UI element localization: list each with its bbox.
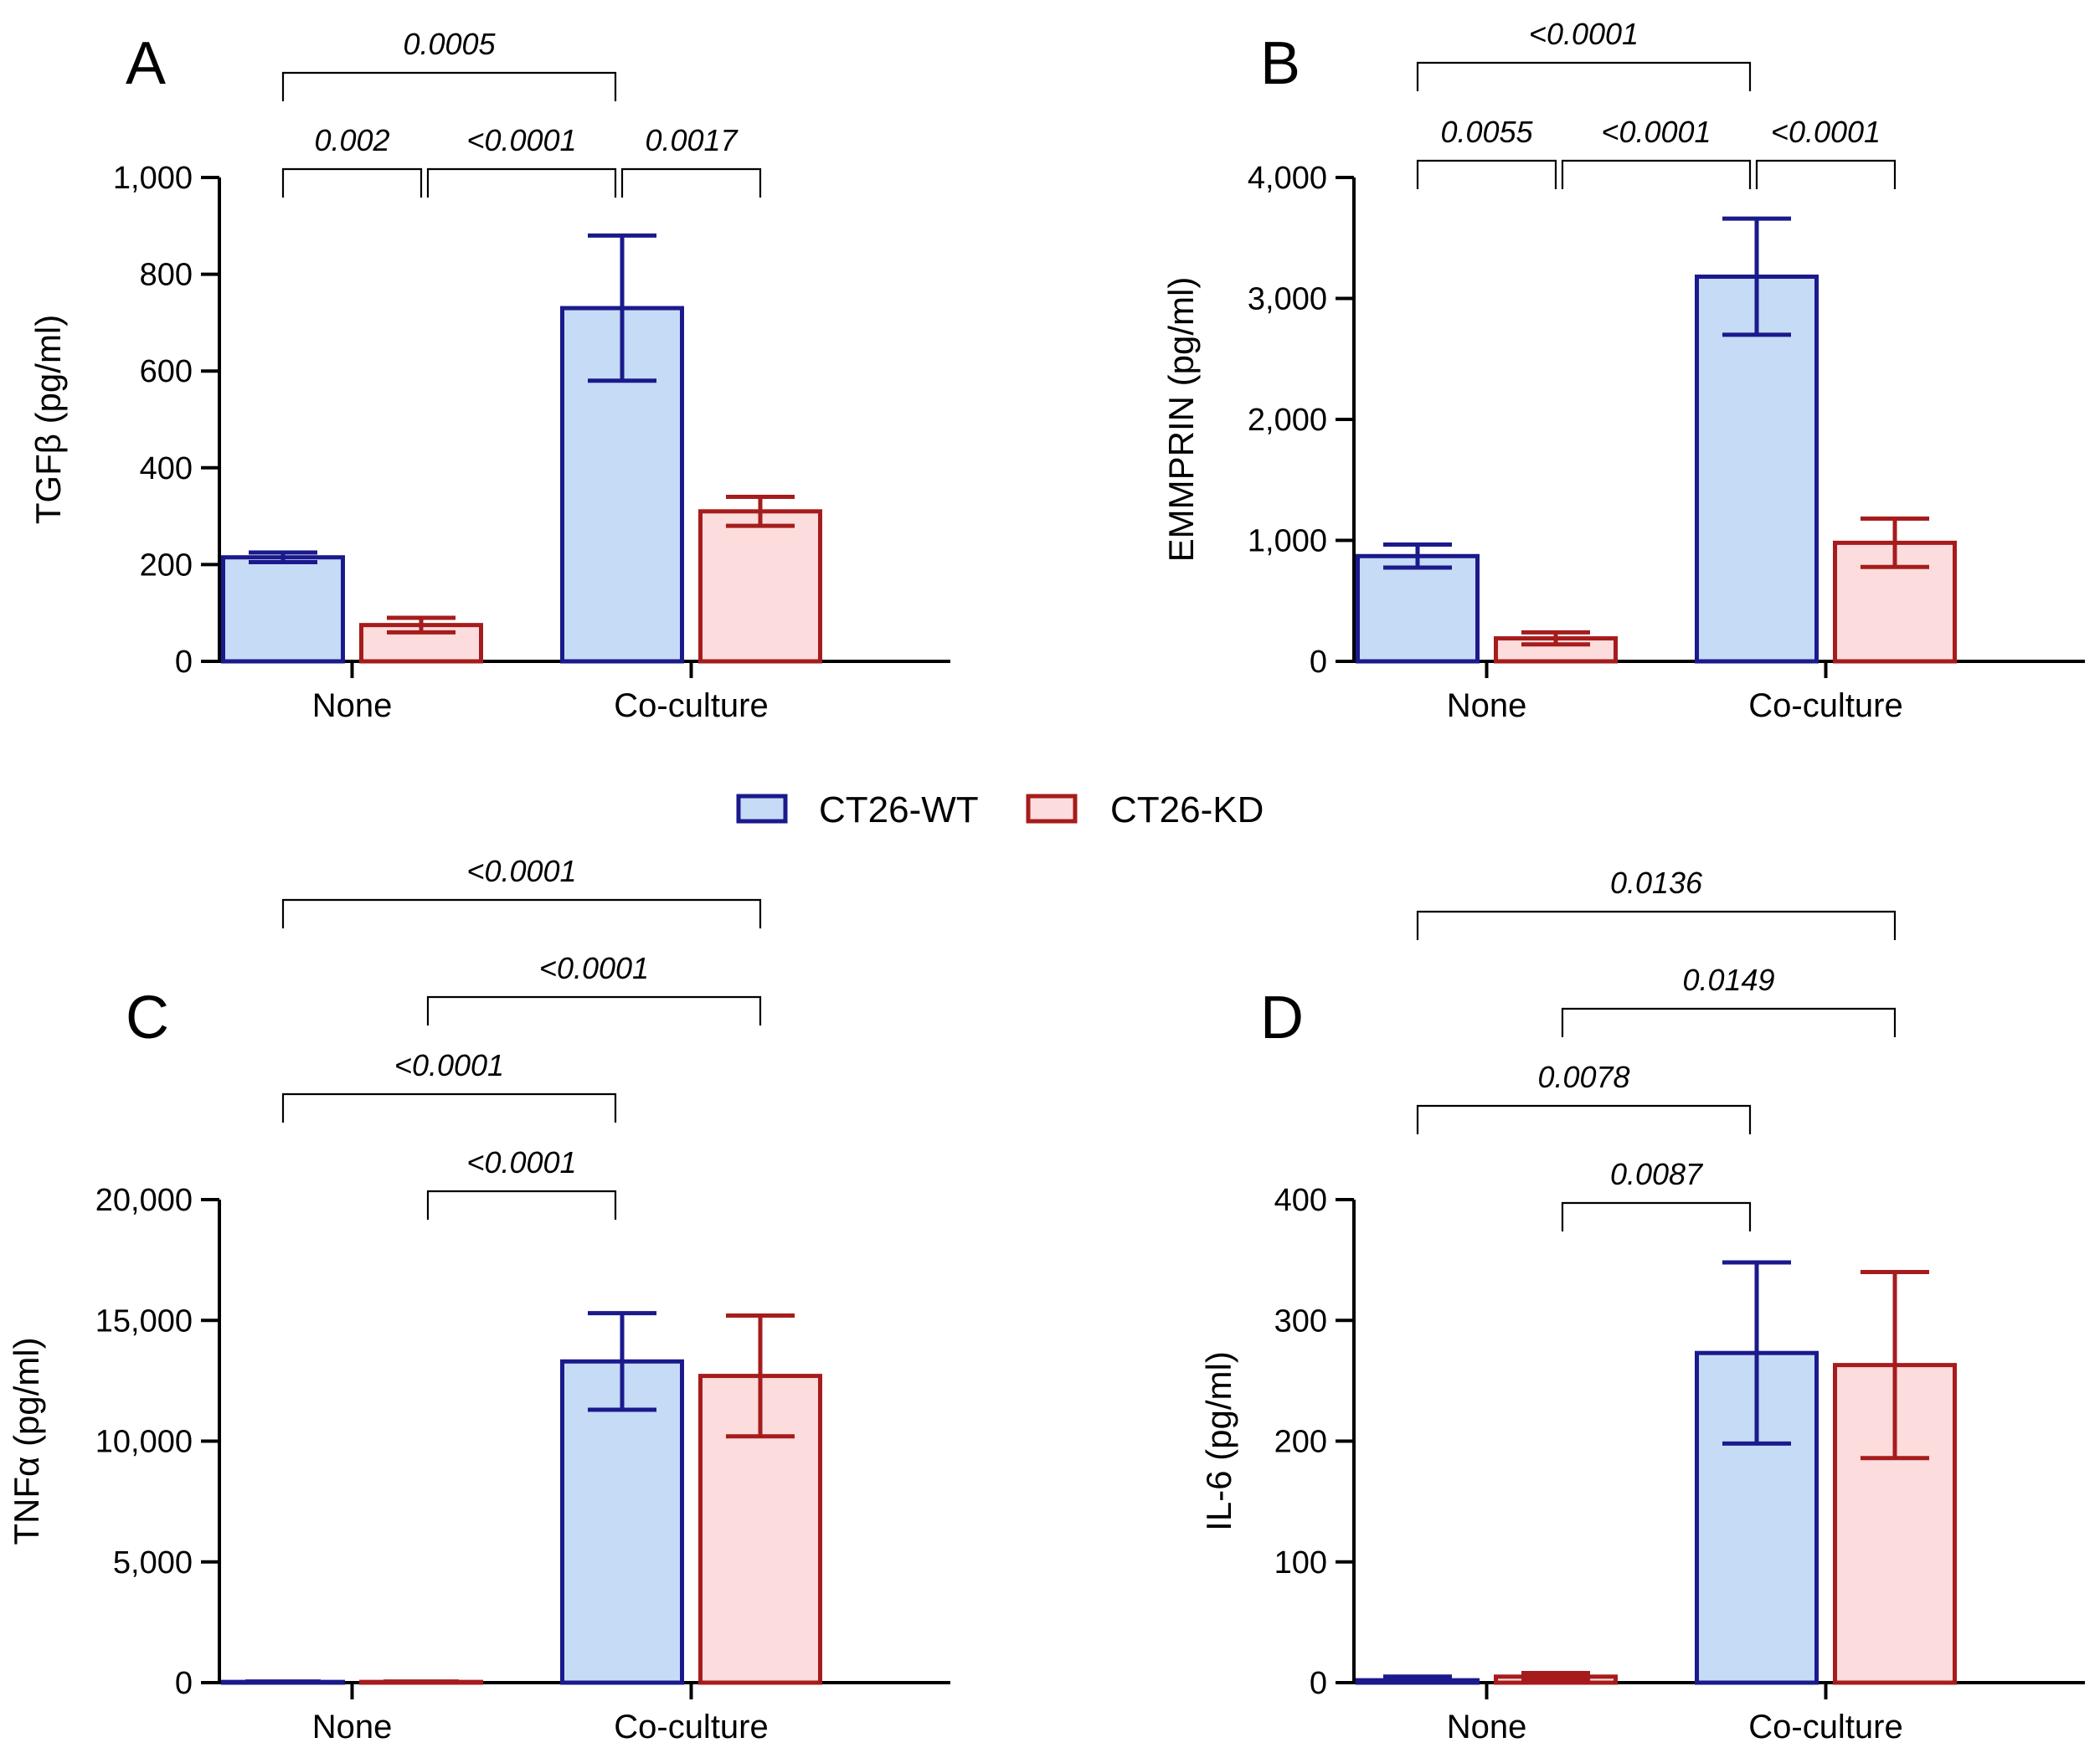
- x-category-label-b: None: [1447, 687, 1527, 724]
- x-category-label-c: None: [312, 1709, 393, 1745]
- panel-c: C TNFα (pg/ml) 0 5,000 10,000 15,000 20,000 Non…: [7, 854, 950, 1745]
- significance-bracket-c: [426, 995, 762, 1026]
- bar-b-ct26-wt: [1356, 553, 1480, 664]
- y-tick-label-c: 15,000: [95, 1303, 193, 1339]
- y-axis-title-b: EMMPRIN (pg/ml): [1161, 277, 1201, 563]
- significance-bracket-c: [281, 898, 762, 928]
- y-axis-title-c: TNFα (pg/ml): [7, 1337, 46, 1545]
- legend: CT26-WT CT26-KD: [736, 789, 1264, 830]
- x-category-label-b: Co-culture: [1748, 687, 1903, 724]
- p-value-label-a: 0.0005: [403, 27, 496, 61]
- y-tick-label-c: 0: [175, 1666, 193, 1701]
- y-tick-label-d: 200: [1274, 1425, 1327, 1460]
- significance-bracket-d: [1561, 1201, 1752, 1231]
- p-value-label-a: <0.0001: [466, 123, 576, 157]
- y-tick-label-a: 1,000: [113, 161, 193, 196]
- significance-bracket-a: [426, 167, 617, 198]
- y-axis-title-a: TGFβ (pg/ml): [28, 315, 68, 524]
- panel-letter-c: C: [126, 984, 169, 1051]
- p-value-label-b: <0.0001: [1601, 115, 1711, 149]
- p-value-label-d: 0.0149: [1682, 963, 1774, 997]
- x-category-label-d: None: [1447, 1709, 1527, 1745]
- panel-a: A TGFβ (pg/ml) 0 200 400 600 800 1,000 None Co-cu…: [28, 27, 950, 724]
- p-value-label-d: 0.0078: [1537, 1060, 1629, 1094]
- p-value-label-b: <0.0001: [1529, 17, 1639, 51]
- y-tick-label-d: 0: [1310, 1666, 1327, 1701]
- bar-a-ct26-wt: [560, 306, 684, 664]
- y-tick-label-d: 100: [1274, 1545, 1327, 1581]
- x-category-label-a: Co-culture: [614, 687, 769, 724]
- p-value-label-d: 0.0087: [1610, 1157, 1704, 1191]
- p-value-label-a: 0.002: [314, 123, 389, 157]
- p-value-label-a: 0.0017: [645, 123, 739, 157]
- significance-bracket-a: [281, 71, 617, 101]
- p-value-label-c: <0.0001: [466, 854, 576, 888]
- significance-bracket-a: [281, 167, 423, 198]
- x-category-label-d: Co-culture: [1748, 1709, 1903, 1745]
- y-tick-label-b: 1,000: [1248, 524, 1327, 559]
- y-tick-label-c: 5,000: [113, 1545, 193, 1581]
- y-tick-label-a: 800: [140, 258, 193, 293]
- y-axis-title-d: IL-6 (pg/ml): [1199, 1351, 1238, 1531]
- legend-label-ct26-wt: CT26-WT: [819, 789, 979, 830]
- significance-bracket-d: [1416, 1104, 1752, 1134]
- bar-a-ct26-kd: [698, 509, 822, 664]
- panel-letter-d: D: [1260, 984, 1304, 1051]
- p-value-label-c: <0.0001: [539, 951, 649, 985]
- y-tick-label-c: 10,000: [95, 1425, 193, 1460]
- y-tick-label-a: 200: [140, 547, 193, 583]
- panel-letter-a: A: [126, 30, 166, 97]
- significance-bracket-c: [281, 1092, 617, 1123]
- significance-bracket-a: [620, 167, 762, 198]
- y-tick-label-b: 2,000: [1248, 403, 1327, 438]
- panel-b: B EMMPRIN (pg/ml) 0 1,000 2,000 3,000 4,000 Non…: [1161, 17, 2085, 724]
- y-tick-label-b: 4,000: [1248, 161, 1327, 196]
- legend-swatch-ct26-wt: [736, 794, 788, 824]
- y-tick-label-b: 3,000: [1248, 282, 1327, 317]
- significance-bracket-b: [1561, 159, 1752, 189]
- legend-label-ct26-kd: CT26-KD: [1110, 789, 1264, 830]
- significance-bracket-c: [426, 1190, 617, 1220]
- y-tick-label-a: 400: [140, 451, 193, 486]
- legend-swatch-ct26-kd: [1026, 794, 1078, 824]
- p-value-label-c: <0.0001: [466, 1145, 576, 1180]
- y-tick-label-d: 300: [1274, 1303, 1327, 1339]
- significance-bracket-b: [1416, 61, 1752, 91]
- bar-c-ct26-wt: [560, 1359, 684, 1685]
- panel-d: D IL-6 (pg/ml) 0 100 200 300 400 None Co-culture…: [1199, 866, 2085, 1745]
- significance-bracket-b: [1755, 159, 1897, 189]
- p-value-label-b: <0.0001: [1771, 115, 1881, 149]
- y-tick-label-a: 0: [175, 645, 193, 680]
- significance-bracket-d: [1416, 910, 1897, 940]
- bar-b-ct26-wt: [1695, 274, 1819, 664]
- panels: A TGFβ (pg/ml) 0 200 400 600 800 1,000 None Co-cu…: [7, 17, 2085, 1745]
- x-category-label-c: Co-culture: [614, 1709, 769, 1745]
- x-category-label-a: None: [312, 687, 393, 724]
- y-tick-label-d: 400: [1274, 1183, 1327, 1218]
- p-value-label-c: <0.0001: [394, 1048, 504, 1082]
- p-value-label-b: 0.0055: [1440, 115, 1533, 149]
- panel-letter-b: B: [1260, 30, 1300, 97]
- y-tick-label-b: 0: [1310, 645, 1327, 680]
- significance-bracket-d: [1561, 1007, 1897, 1037]
- y-tick-label-c: 20,000: [95, 1183, 193, 1218]
- y-tick-label-a: 600: [140, 354, 193, 389]
- bar-a-ct26-wt: [221, 555, 345, 664]
- p-value-label-d: 0.0136: [1610, 866, 1703, 900]
- significance-bracket-b: [1416, 159, 1557, 189]
